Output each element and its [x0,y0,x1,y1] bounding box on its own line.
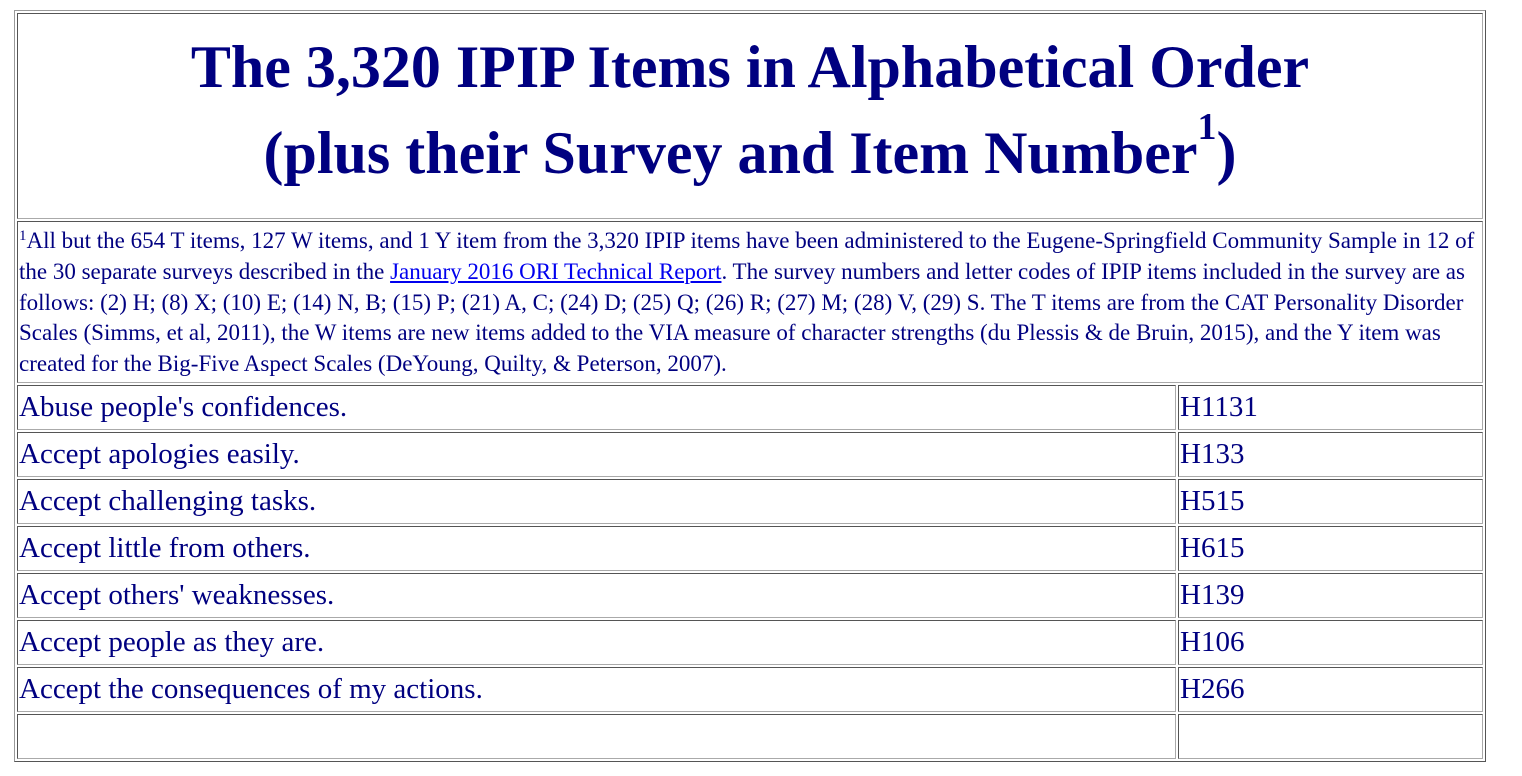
item-text: Accept challenging tasks. [17,478,1176,524]
title-line-2: (plus their Survey and Item Number [263,120,1198,186]
table-row: Abuse people's confidences. H1131 [17,384,1483,430]
item-rows: Abuse people's confidences. H1131 Accept a… [17,384,1483,759]
title-row: The 3,320 IPIP Items in Alphabetical Ord… [17,13,1483,219]
item-code: H106 [1178,619,1483,665]
table-row: Accept the consequences of my actions. H2… [17,666,1483,712]
title-close-paren: ) [1216,120,1237,186]
title-cell: The 3,320 IPIP Items in Alphabetical Ord… [17,13,1483,219]
item-text: Abuse people's confidences. [17,384,1176,430]
table-row: Accept people as they are. H106 [17,619,1483,665]
item-code: H266 [1178,666,1483,712]
item-code [1178,713,1483,759]
table-row: Accept little from others. H615 [17,525,1483,571]
item-code: H139 [1178,572,1483,618]
table-row: Accept others' weaknesses. H139 [17,572,1483,618]
items-table: The 3,320 IPIP Items in Alphabetical Ord… [14,10,1486,762]
table-row [17,713,1483,759]
item-code: H515 [1178,478,1483,524]
footnote-cell: 1All but the 654 T items, 127 W items, a… [17,221,1483,383]
page-title: The 3,320 IPIP Items in Alphabetical Ord… [19,14,1481,196]
item-text: Accept apologies easily. [17,431,1176,477]
item-code: H1131 [1178,384,1483,430]
title-footnote-marker: 1 [1197,105,1217,148]
item-text: Accept people as they are. [17,619,1176,665]
footnote-text-before-link: All but the 654 T items, 127 W items, an… [19,228,1475,284]
title-line-1: The 3,320 IPIP Items in Alphabetical Ord… [190,34,1310,100]
footnote-text-after-link: . The survey numbers and letter codes of… [19,258,1465,377]
item-code: H133 [1178,431,1483,477]
footnote-marker: 1 [19,227,27,244]
item-code: H615 [1178,525,1483,571]
item-text: Accept the consequences of my actions. [17,666,1176,712]
item-text [17,713,1176,759]
technical-report-link[interactable]: January 2016 ORI Technical Report [390,258,722,284]
footnote-row: 1All but the 654 T items, 127 W items, a… [17,221,1483,383]
table-row: Accept challenging tasks. H515 [17,478,1483,524]
item-text: Accept others' weaknesses. [17,572,1176,618]
table-row: Accept apologies easily. H133 [17,431,1483,477]
item-text: Accept little from others. [17,525,1176,571]
